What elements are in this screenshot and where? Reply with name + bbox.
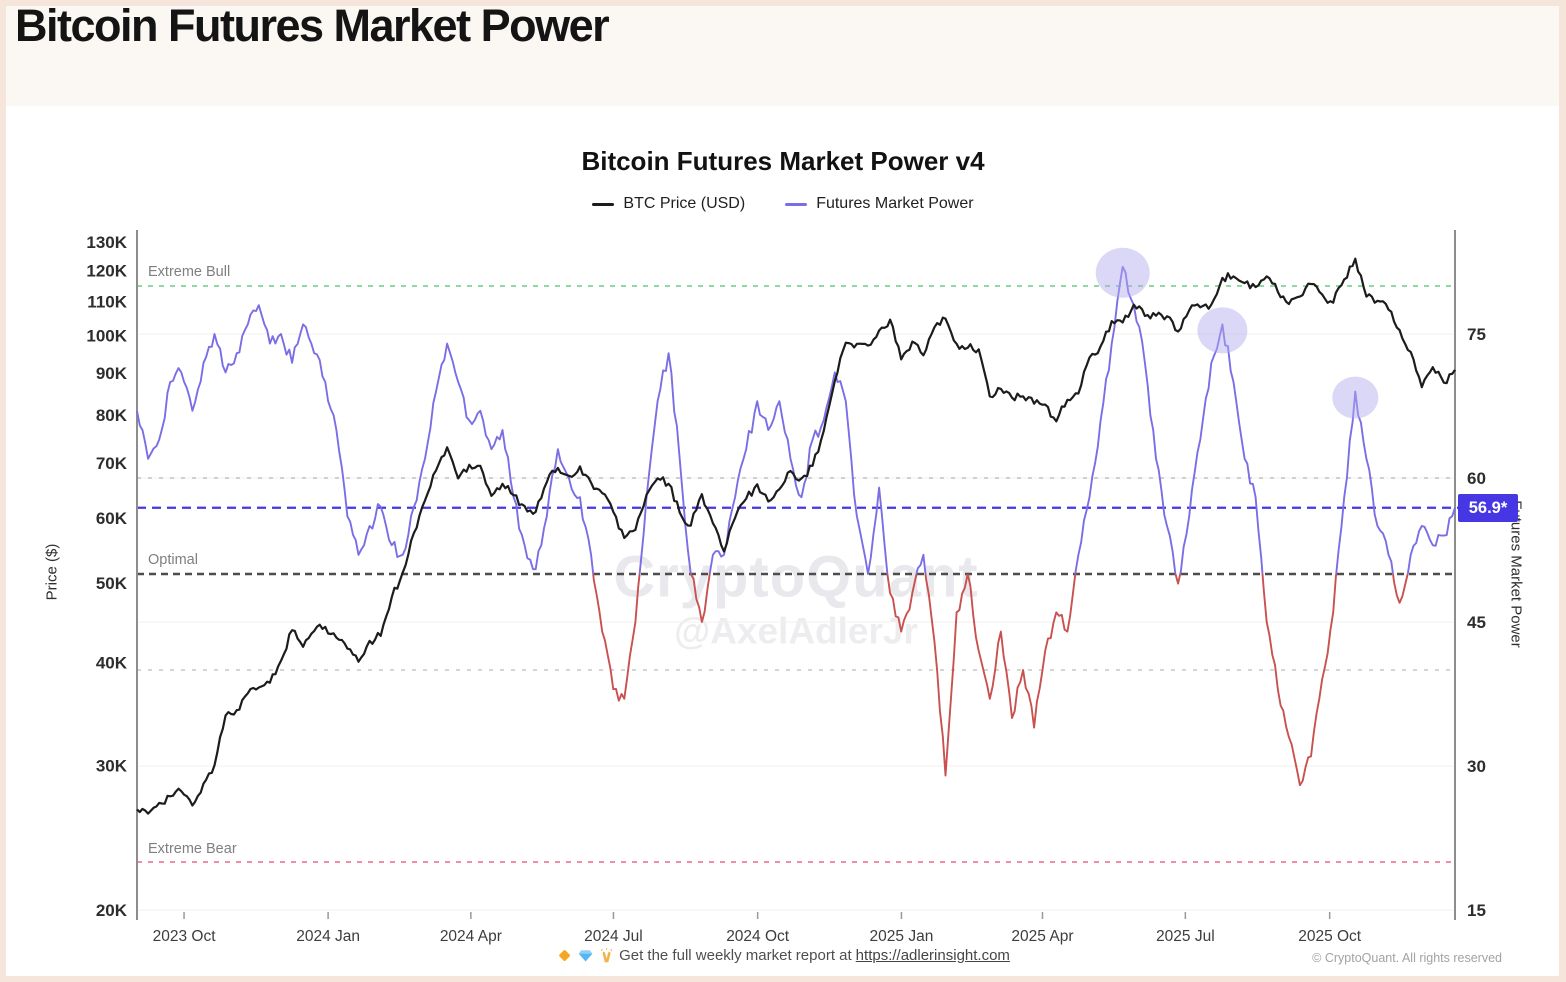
page-title: Bitcoin Futures Market Power xyxy=(15,0,610,51)
chart-title: Bitcoin Futures Market Power v4 xyxy=(581,146,985,176)
fmp-axis-tick-label: 30 xyxy=(1467,757,1486,776)
footer-message: Get the full weekly market report at htt… xyxy=(556,947,1010,964)
right-axis-title: Futures Market Power xyxy=(1507,500,1525,648)
x-axis-tick-label: 2025 Jan xyxy=(870,928,934,945)
fmp-line-below-optimal xyxy=(924,573,969,777)
x-axis-tick-label: 2024 Oct xyxy=(726,928,790,945)
watermark: CryptoQuant @AxelAdlerJr xyxy=(613,544,978,653)
fmp-axis-tick-label: 45 xyxy=(1467,613,1486,632)
copyright-notice: © CryptoQuant. All rights reserved xyxy=(1312,951,1502,965)
fmp-line xyxy=(915,553,927,575)
fmp-line xyxy=(1406,507,1456,575)
x-axis-tick-label: 2024 Jan xyxy=(296,928,360,945)
watermark-brand: CryptoQuant xyxy=(613,544,979,610)
header-band xyxy=(0,0,1566,106)
current-value-badge: 56.9* xyxy=(1458,493,1518,522)
fmp-line xyxy=(1074,265,1177,575)
fmp-line-below-optimal xyxy=(1392,573,1409,604)
fmp-axis-tick-label: 75 xyxy=(1467,325,1486,344)
price-axis-tick-label: 110K xyxy=(87,292,127,311)
optimal-label: Optimal xyxy=(148,552,198,568)
gem-icon xyxy=(578,950,593,962)
legend-swatch-btc xyxy=(592,202,615,206)
legend-item-btc-price: BTC Price (USD) xyxy=(592,195,745,213)
raised-hands-icon xyxy=(601,948,613,963)
legend-label-fmp: Futures Market Power xyxy=(816,195,974,212)
fmp-line xyxy=(708,371,889,575)
price-axis-tick-label: 90K xyxy=(96,364,128,383)
btc-price-line xyxy=(136,257,1456,815)
extreme-bear-label: Extreme Bear xyxy=(148,841,237,857)
x-axis-tick-label: 2023 Oct xyxy=(153,928,217,945)
x-axis-tick-label: 2024 Apr xyxy=(440,928,502,945)
legend-label-btc: BTC Price (USD) xyxy=(623,195,746,212)
frame-border-bottom xyxy=(0,976,1566,982)
price-axis-tick-label: 120K xyxy=(86,261,127,280)
legend-item-futures-market-power: Futures Market Power xyxy=(785,195,974,213)
watermark-author: @AxelAdlerJr xyxy=(674,610,918,652)
price-axis-tick-label: 130K xyxy=(86,233,127,252)
fmp-line-below-optimal xyxy=(886,573,918,633)
legend: BTC Price (USD) Futures Market Power xyxy=(0,195,1566,213)
highlight-circle xyxy=(1332,376,1379,419)
left-axis-title: Price ($) xyxy=(43,543,61,601)
legend-swatch-fmp xyxy=(785,202,808,206)
fmp-line-below-optimal xyxy=(592,573,641,702)
frame-border-top xyxy=(0,0,1566,6)
price-axis-tick-label: 100K xyxy=(86,326,127,345)
footer-text: Get the full weekly market report at xyxy=(619,947,852,964)
large-orange-diamond-icon xyxy=(559,950,571,961)
price-axis-tick-label: 60K xyxy=(96,509,128,528)
footer-link[interactable]: https://adlerinsight.com xyxy=(855,947,1010,964)
price-axis-tick-label: 20K xyxy=(96,901,128,920)
price-axis-tick-label: 40K xyxy=(96,654,128,673)
fmp-line-below-optimal xyxy=(1174,573,1182,585)
fmp-line xyxy=(638,352,692,575)
highlight-circle xyxy=(1197,307,1248,354)
x-axis-tick-label: 2025 Oct xyxy=(1298,928,1362,945)
price-axis-tick-label: 70K xyxy=(96,454,128,473)
frame-border-left xyxy=(0,0,6,982)
fmp-axis-tick-label: 60 xyxy=(1467,469,1486,488)
price-axis-tick-label: 30K xyxy=(96,756,128,775)
fmp-line-below-optimal xyxy=(689,573,711,623)
fmp-line xyxy=(1335,390,1394,575)
fmp-line xyxy=(136,304,595,575)
x-axis-tick-label: 2024 Jul xyxy=(584,928,643,945)
price-axis-tick-label: 50K xyxy=(96,574,128,593)
fmp-line xyxy=(1179,323,1264,575)
highlight-circle xyxy=(1095,247,1150,298)
extreme-bull-label: Extreme Bull xyxy=(148,264,231,280)
fmp-line-below-optimal xyxy=(1261,573,1338,787)
frame-border-right xyxy=(1559,0,1566,982)
x-axis-tick-label: 2025 Jul xyxy=(1156,928,1215,945)
fmp-axis-tick-label: 15 xyxy=(1467,901,1486,920)
price-axis-tick-label: 80K xyxy=(96,406,128,425)
x-axis-tick-label: 2025 Apr xyxy=(1011,928,1073,945)
fmp-line-below-optimal xyxy=(966,573,1077,729)
